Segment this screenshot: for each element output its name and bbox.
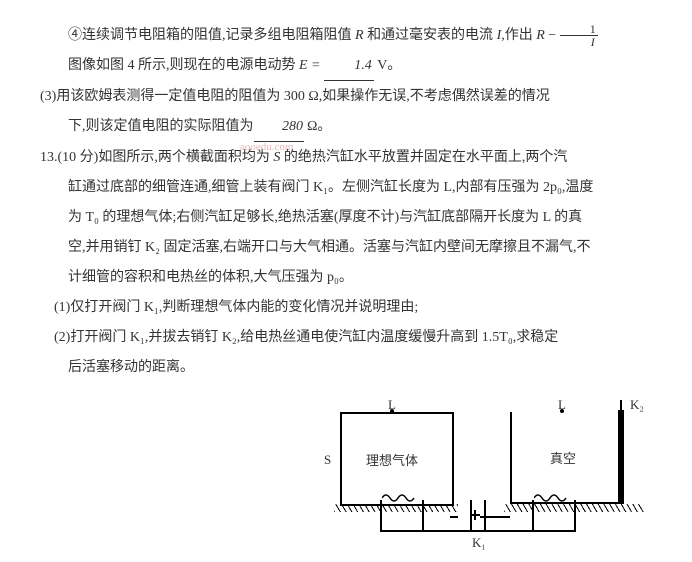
valve-K1 [470, 510, 480, 520]
emf-blank[interactable]: 1.4 [324, 52, 374, 81]
q13-sub2b: 后活塞移动的距离。 [40, 354, 652, 382]
right-cylinder: 真空 [510, 412, 624, 504]
label-gas: 理想气体 [366, 448, 418, 474]
resistance-line: 下,则该定值电阻的实际阻值为280 Ω。 [40, 113, 652, 142]
heater-left [382, 492, 418, 504]
q13-l4: 空,并用销钉 K₂ 固定活塞,右端开口与大气相通。活塞与汽缸内壁间无摩擦且不漏气… [40, 234, 652, 262]
emf-line: 图像如图 4 所示,则现在的电源电动势 E = 1.4 V。 [40, 52, 652, 81]
label-K2: K₂ [630, 392, 644, 418]
step-4: ④连续调节电阻箱的阻值,记录多组电阻箱阻值 R 和通过毫安表的电流 I,作出 R… [40, 22, 652, 50]
diagram: L L K₂ 理想气体 S 真空 K₁ [320, 392, 660, 542]
q13-l2: 缸通过底部的细管连通,细管上装有阀门 K₁。左侧汽缸长度为 L,内部有压强为 2… [40, 174, 652, 202]
label-K1: K₁ [472, 530, 486, 556]
heater-right [534, 492, 570, 504]
q13-sub2: (2)打开阀门 K₁,并拔去销钉 K₂,给电热丝通电使汽缸内温度缓慢升高到 1.… [40, 324, 652, 352]
watermark: aooedu.com [240, 136, 293, 158]
piston [618, 410, 624, 504]
q13-l3: 为 T₀ 的理想气体;右侧汽缸足够长,绝热活塞(厚度不计)与汽缸底部隔开长度为 … [40, 204, 652, 232]
q13-sub1: (1)仅打开阀门 K₁,判断理想气体内能的变化情况并说明理由; [40, 294, 652, 322]
q13-l5: 计细管的容积和电热丝的体积,大气压强为 p₀。 [40, 264, 652, 292]
ground-right [504, 504, 644, 512]
pin-K2 [620, 400, 622, 412]
sub-q3: (3)用该欧姆表测得一定值电阻的阻值为 300 Ω,如果操作无误,不考虑偶然误差… [40, 83, 652, 111]
ground-left [334, 504, 458, 512]
q13: 13.(10 分)如图所示,两个横截面积均为 S 的绝热汽缸水平放置并固定在水平… [40, 144, 652, 172]
label-S: S [324, 447, 331, 473]
label-vacuum: 真空 [550, 446, 576, 472]
